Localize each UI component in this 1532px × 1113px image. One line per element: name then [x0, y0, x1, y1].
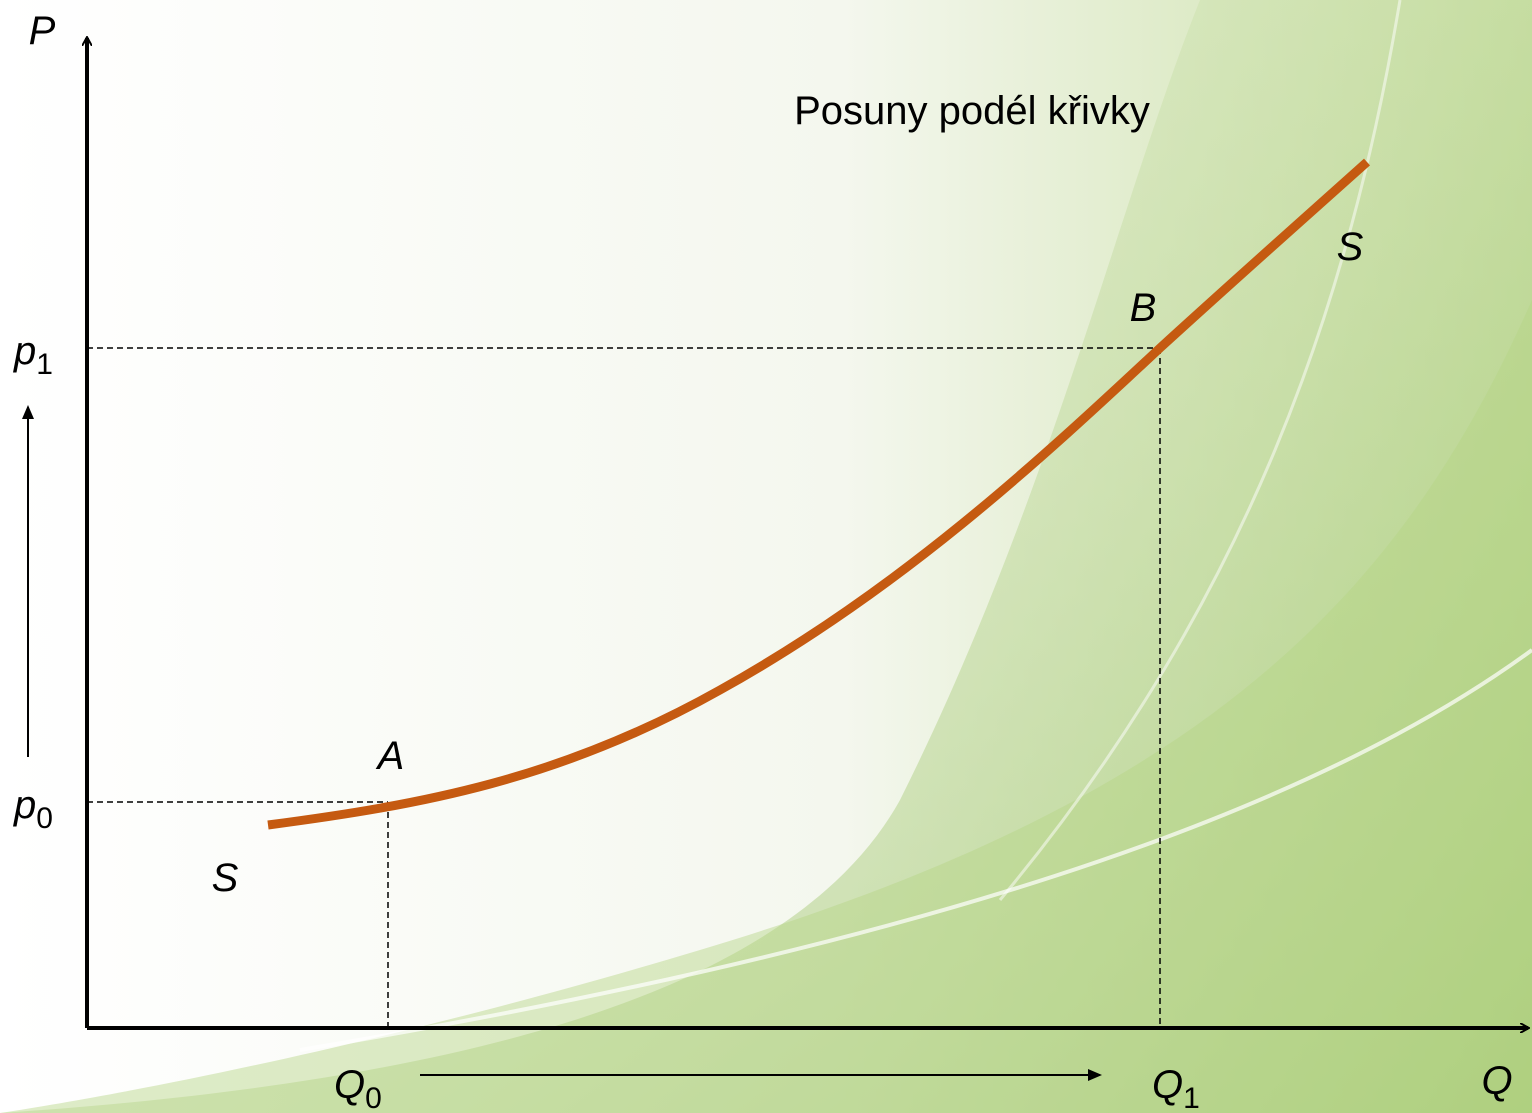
- title: Posuny podél křivky: [794, 89, 1150, 133]
- movement-arrows: [22, 405, 1102, 1081]
- curve-label: S: [212, 856, 239, 900]
- point-label: A: [376, 734, 405, 778]
- price-label: p1: [13, 329, 53, 381]
- axes: [87, 38, 1528, 1028]
- y-axis-label: P: [29, 9, 56, 53]
- guides: [87, 347, 1161, 1028]
- curve-label: S: [1337, 225, 1364, 269]
- point-label: B: [1130, 286, 1157, 330]
- x-axis-label: Q: [1481, 1059, 1512, 1103]
- price-label: p0: [13, 783, 53, 835]
- supply-curve: [267, 158, 1371, 830]
- quantity-label: Q1: [1152, 1063, 1200, 1113]
- quantity-label: Q0: [334, 1063, 382, 1113]
